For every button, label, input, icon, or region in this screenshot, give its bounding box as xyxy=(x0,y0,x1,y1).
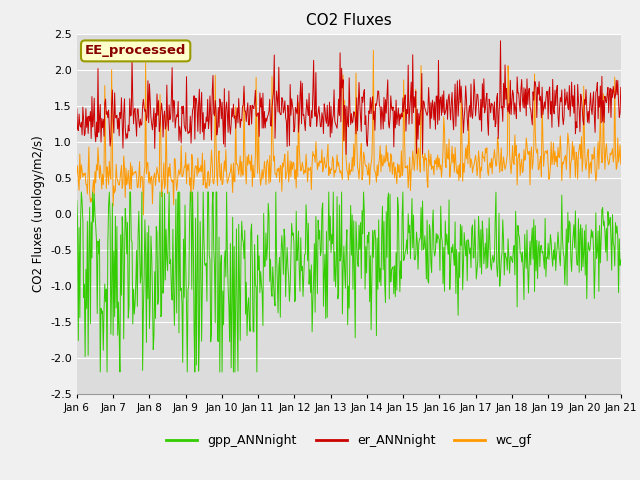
er_ANNnight xyxy=(497,38,504,44)
er_ANNnight xyxy=(342,152,350,157)
Line: gpp_ANNnight: gpp_ANNnight xyxy=(77,192,621,372)
Y-axis label: CO2 Fluxes (urology/m2/s): CO2 Fluxes (urology/m2/s) xyxy=(31,135,45,292)
gpp_ANNnight xyxy=(97,369,104,375)
wc_gf xyxy=(417,169,424,175)
gpp_ANNnight xyxy=(77,189,85,195)
er_ANNnight xyxy=(431,126,439,132)
er_ANNnight xyxy=(73,106,81,112)
wc_gf xyxy=(195,170,202,176)
Legend: gpp_ANNnight, er_ANNnight, wc_gf: gpp_ANNnight, er_ANNnight, wc_gf xyxy=(161,429,536,452)
gpp_ANNnight xyxy=(433,230,440,236)
gpp_ANNnight xyxy=(617,257,625,263)
er_ANNnight xyxy=(416,122,424,128)
gpp_ANNnight xyxy=(196,332,204,338)
er_ANNnight xyxy=(617,84,625,90)
Title: CO2 Fluxes: CO2 Fluxes xyxy=(306,13,392,28)
wc_gf xyxy=(139,176,147,181)
wc_gf xyxy=(223,180,231,186)
wc_gf xyxy=(617,161,625,167)
er_ANNnight xyxy=(139,103,147,108)
er_ANNnight xyxy=(83,124,90,130)
wc_gf xyxy=(140,212,147,218)
wc_gf xyxy=(369,48,377,53)
wc_gf xyxy=(83,181,90,187)
gpp_ANNnight xyxy=(84,218,92,224)
gpp_ANNnight xyxy=(140,274,148,279)
Line: wc_gf: wc_gf xyxy=(77,50,621,215)
er_ANNnight xyxy=(223,99,230,105)
wc_gf xyxy=(73,171,81,177)
Line: er_ANNnight: er_ANNnight xyxy=(77,41,621,155)
gpp_ANNnight xyxy=(417,236,424,242)
gpp_ANNnight xyxy=(224,286,232,291)
gpp_ANNnight xyxy=(73,197,81,203)
wc_gf xyxy=(433,155,440,161)
Text: EE_processed: EE_processed xyxy=(85,44,186,58)
er_ANNnight xyxy=(194,129,202,134)
